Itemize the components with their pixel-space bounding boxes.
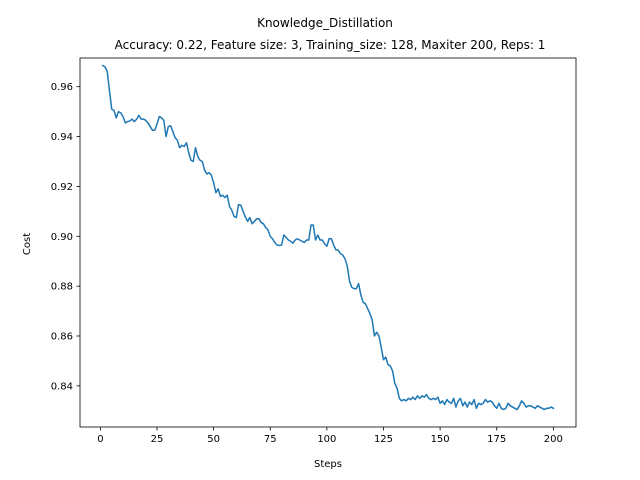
y-axis-label: Cost [22,233,33,255]
x-axis-label: Steps [314,459,342,470]
y-tick-label: 0.90 [51,232,73,243]
y-tick-label: 0.96 [51,82,73,93]
x-tick-label: 175 [487,434,506,445]
series-line-0 [101,64,555,411]
x-tick-label: 150 [431,434,450,445]
y-tick-label: 0.88 [51,282,73,293]
chart-title: Knowledge_Distillation [257,16,393,30]
y-tick-label: 0.94 [51,132,73,143]
y-tick-label: 0.84 [51,381,73,392]
chart-subtitle: Accuracy: 0.22, Feature size: 3, Trainin… [115,38,546,52]
x-tick-label: 200 [544,434,563,445]
x-tick-label: 25 [151,434,164,445]
x-tick-label: 50 [207,434,220,445]
plot-area: 0 25 50 75 100 125 150 175 200 0.84 0.86 0.88 0.90 0.… [51,57,577,445]
x-tick-label: 75 [264,434,277,445]
x-tick-label: 125 [374,434,393,445]
y-tick-label: 0.86 [51,331,73,342]
y-tick-label: 0.92 [51,182,73,193]
plot-frame [79,57,577,428]
x-tick-label: 100 [317,434,336,445]
x-tick-label: 0 [97,434,103,445]
